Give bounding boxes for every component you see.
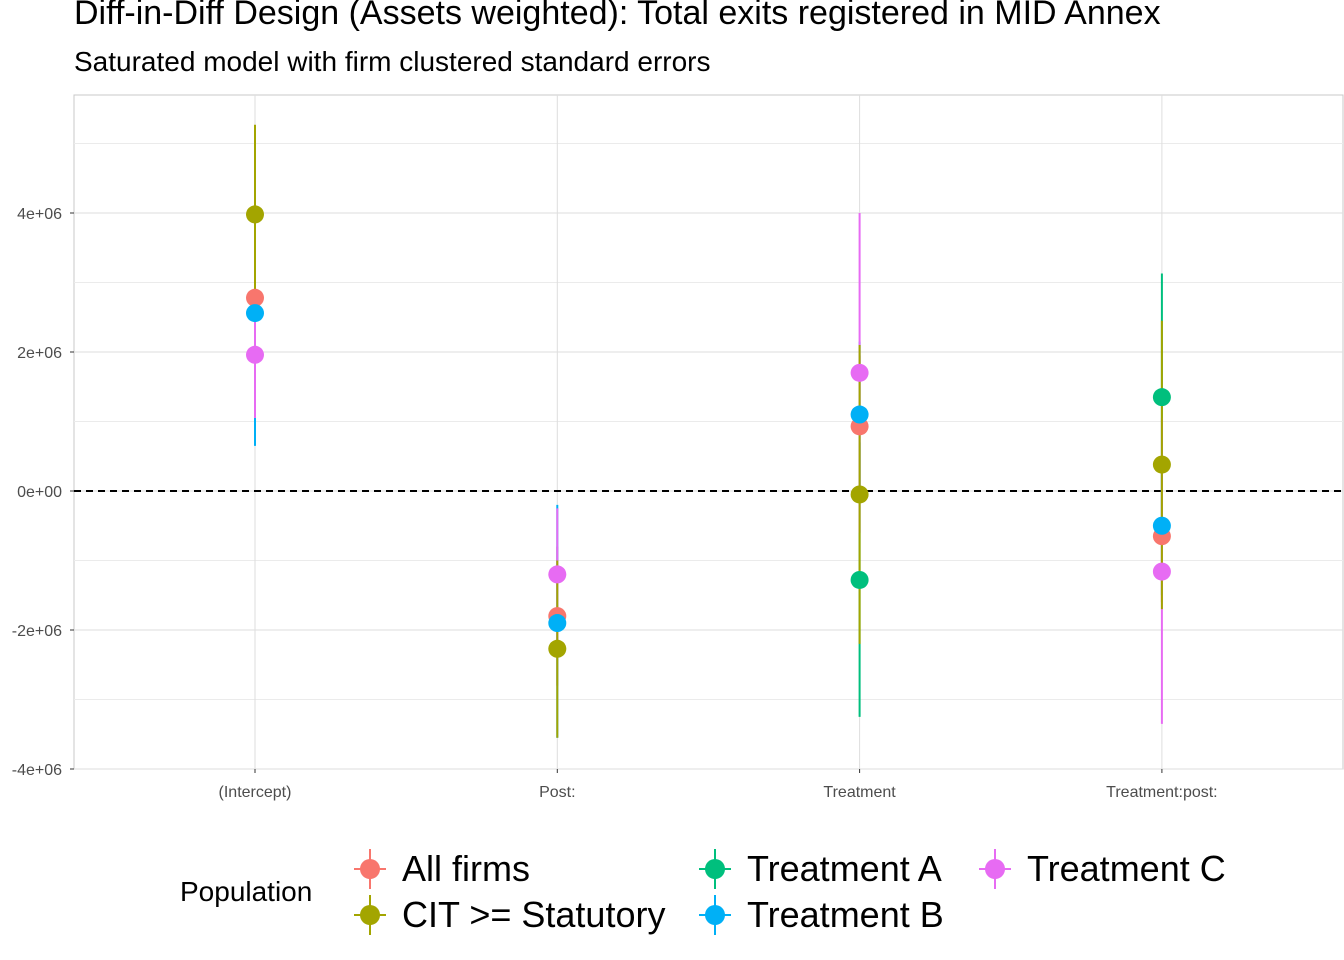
point-cit-statutory [850, 485, 869, 504]
point-treatment-c [1152, 562, 1171, 581]
legend-item-treatment-b: Treatment B [695, 892, 944, 938]
point-treatment-c [850, 363, 869, 382]
legend-item-all-firms: All firms [350, 846, 530, 892]
point-all-firms [246, 288, 264, 307]
point-treatment-a [1152, 388, 1171, 407]
x-tick-label: Post: [539, 784, 575, 801]
point-treatment-c [548, 565, 567, 584]
legend-key-icon [695, 846, 735, 892]
legend-item-treatment-a: Treatment A [695, 846, 942, 892]
y-tick-label: 4e+06 [17, 206, 62, 223]
y-tick-label: -4e+06 [12, 762, 62, 779]
point-cit-statutory [1152, 455, 1171, 474]
x-axis-ticks: (Intercept) Post: Treatment Treatment:post: [219, 769, 1218, 801]
point-treatment-b [548, 614, 567, 633]
x-tick-label: Treatment [823, 784, 896, 801]
legend-item-cit-statutory: CIT >= Statutory [350, 892, 665, 938]
major-gridlines [74, 95, 1343, 770]
legend-label: Treatment A [747, 848, 942, 889]
y-tick-label: -2e+06 [12, 623, 62, 640]
legend-key-icon [350, 846, 390, 892]
legend-item-treatment-c: Treatment C [975, 846, 1226, 892]
point-treatment-b [850, 405, 869, 424]
plot-panel-border [73, 94, 1344, 770]
y-tick-label: 2e+06 [17, 345, 62, 362]
chart-subtitle: Saturated model with firm clustered stan… [74, 46, 711, 77]
legend-title: Population [180, 876, 313, 907]
legend-label: Treatment B [747, 894, 944, 935]
x-tick-label: (Intercept) [219, 784, 292, 801]
legend-label: Treatment C [1027, 848, 1226, 889]
y-axis-ticks: -4e+06 -2e+06 0e+00 2e+06 4e+06 [12, 206, 74, 779]
y-tick-label: 0e+00 [17, 484, 62, 501]
legend-key-icon [350, 892, 390, 938]
legend-label: CIT >= Statutory [402, 894, 666, 935]
point-cit-statutory [246, 205, 264, 224]
minor-gridlines [74, 143, 1343, 700]
legend-key-icon [975, 846, 1015, 892]
data-marks [246, 124, 1171, 738]
coefficient-plot: -4e+06 -2e+06 0e+00 2e+06 4e+06 (Intercept) P… [12, 94, 1344, 801]
x-tick-label: Treatment:post: [1106, 784, 1217, 801]
point-treatment-c [246, 345, 264, 364]
point-treatment-a [850, 570, 869, 589]
point-treatment-b [246, 304, 264, 323]
legend-label: All firms [402, 848, 530, 889]
point-treatment-b [1152, 516, 1171, 535]
chart-title: Diff-in-Diff Design (Assets weighted): T… [74, 0, 1161, 32]
legend-key-icon [695, 892, 735, 938]
point-cit-statutory [548, 639, 567, 658]
